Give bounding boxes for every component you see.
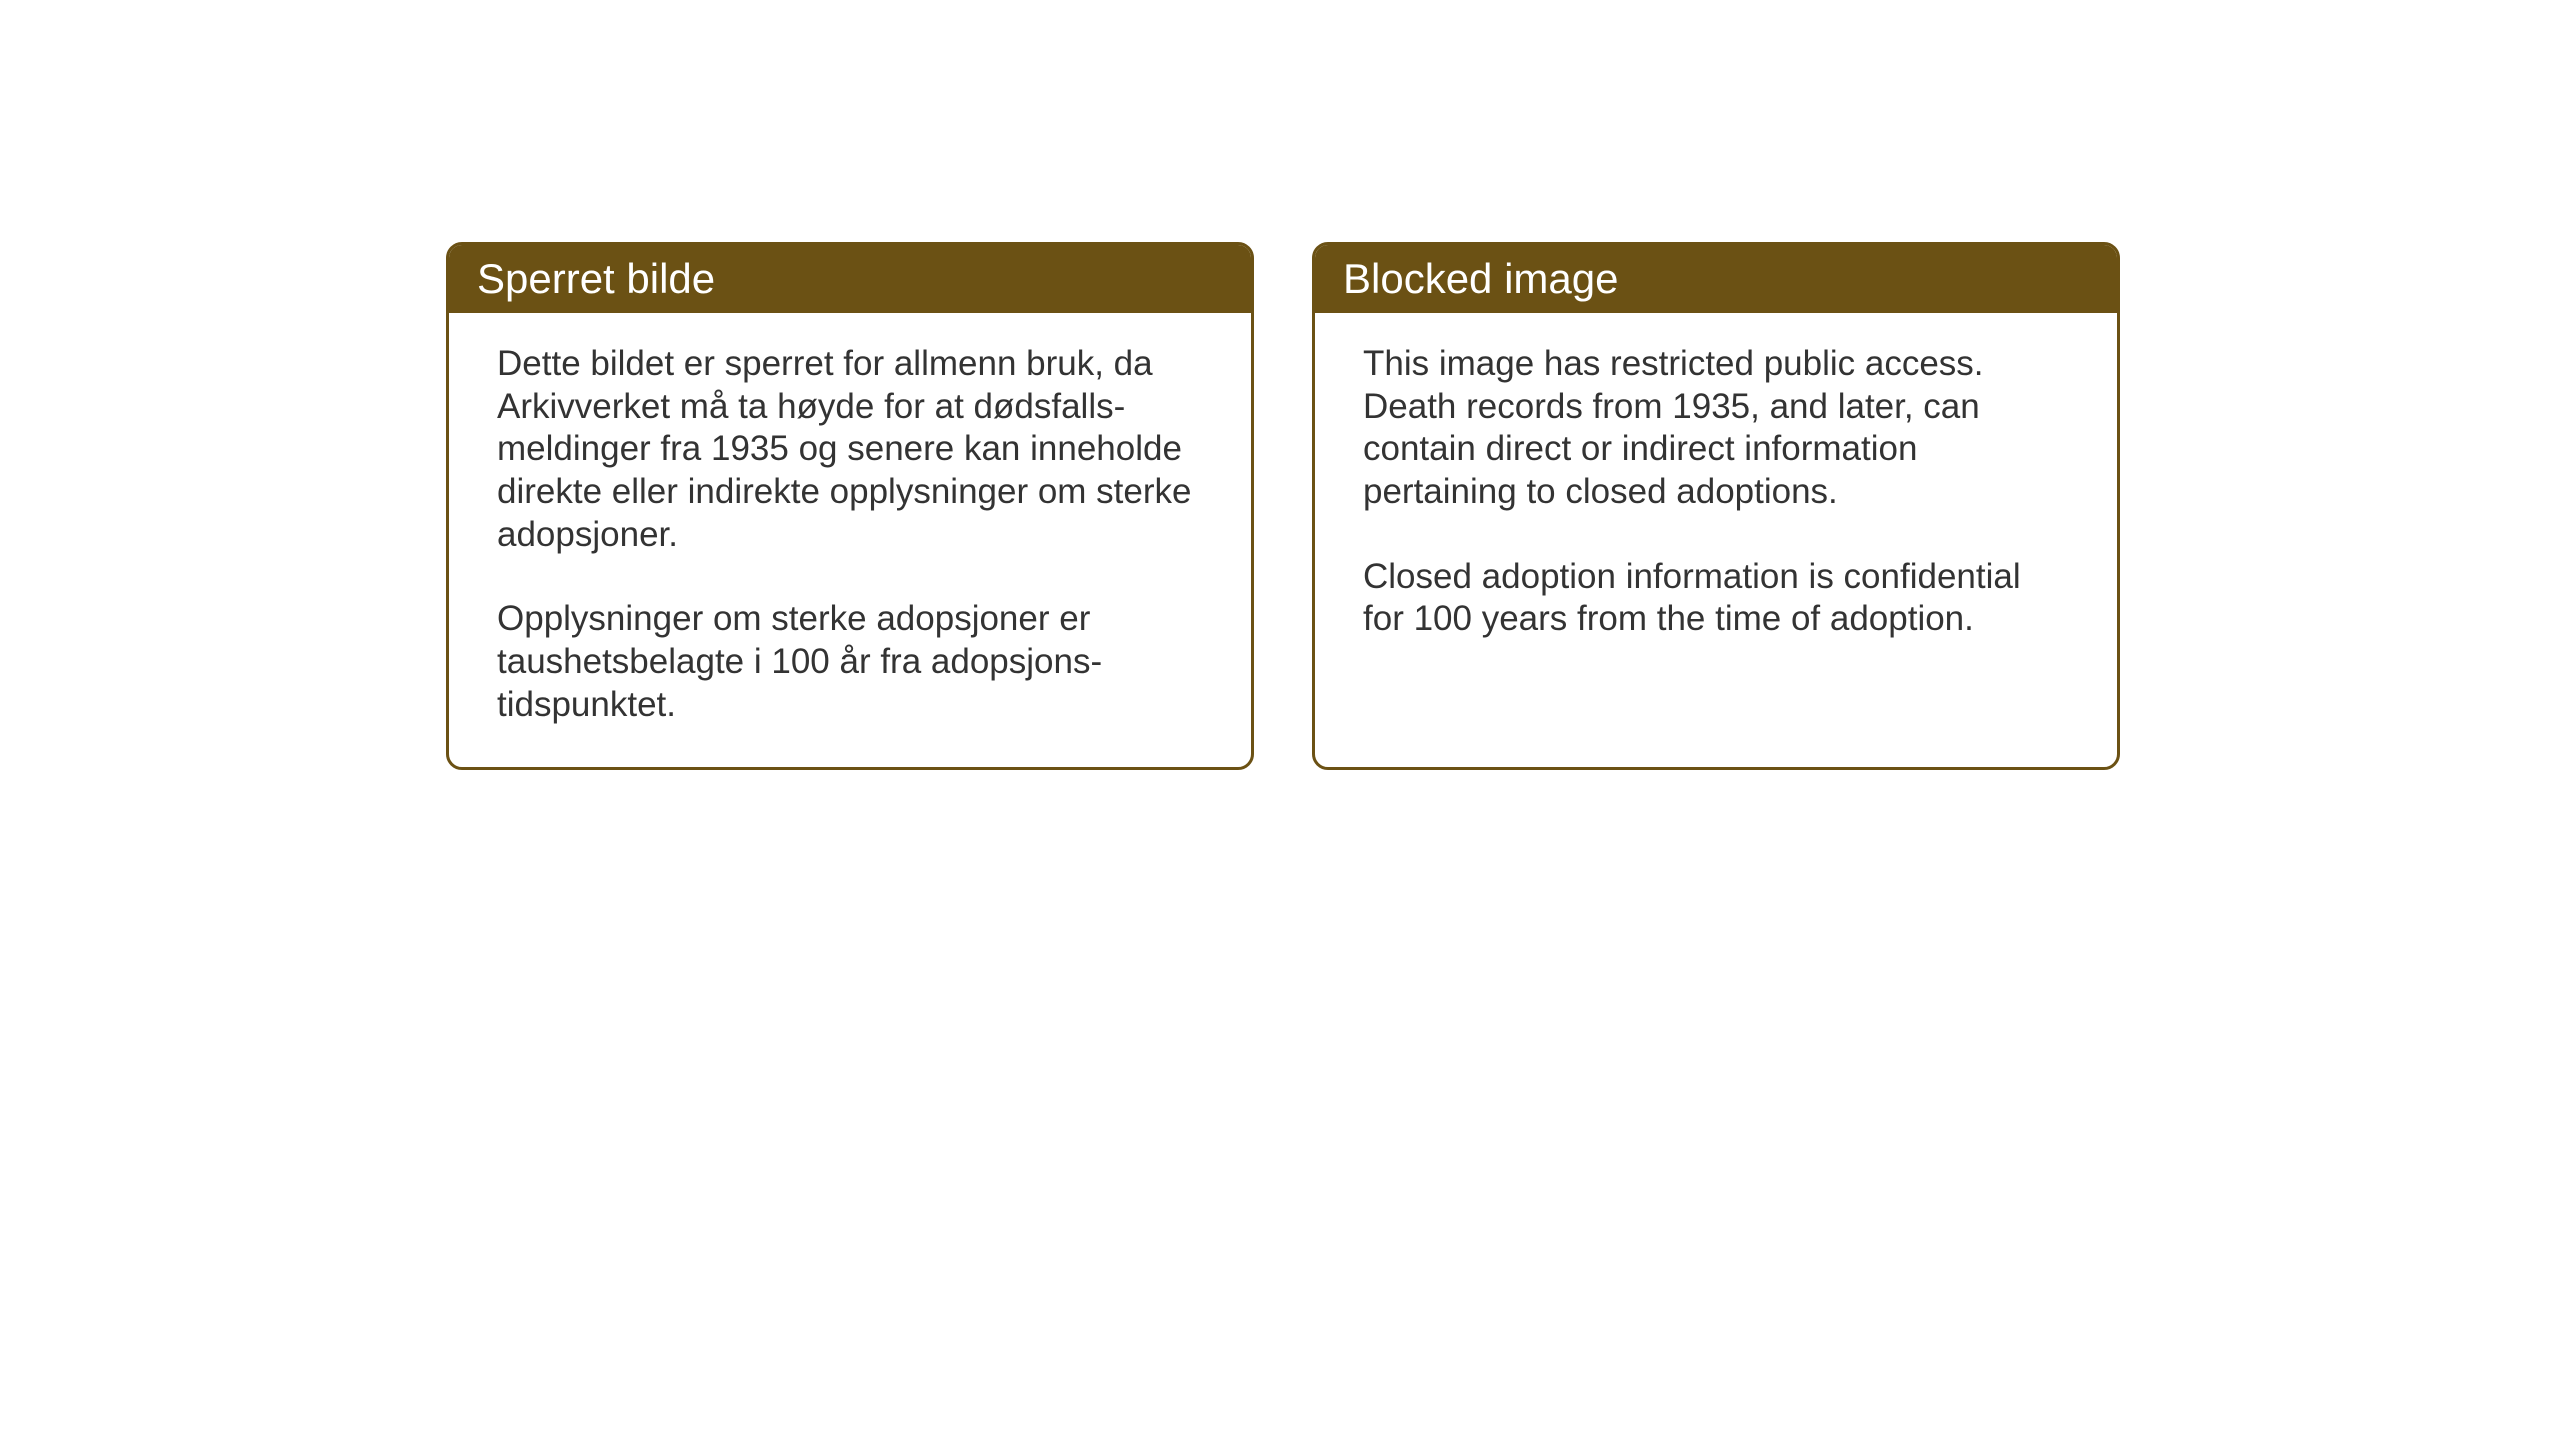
notice-container: Sperret bilde Dette bildet er sperret fo… [446,242,2120,770]
notice-paragraph-2-norwegian: Opplysninger om sterke adopsjoner er tau… [497,598,1203,726]
notice-card-norwegian: Sperret bilde Dette bildet er sperret fo… [446,242,1254,770]
notice-card-english: Blocked image This image has restricted … [1312,242,2120,770]
notice-body-english: This image has restricted public access.… [1315,313,2117,681]
notice-paragraph-1-english: This image has restricted public access.… [1363,343,2069,514]
notice-header-norwegian: Sperret bilde [449,245,1251,313]
notice-paragraph-2-english: Closed adoption information is confident… [1363,556,2069,641]
notice-body-norwegian: Dette bildet er sperret for allmenn bruk… [449,313,1251,767]
notice-header-english: Blocked image [1315,245,2117,313]
notice-paragraph-1-norwegian: Dette bildet er sperret for allmenn bruk… [497,343,1203,556]
